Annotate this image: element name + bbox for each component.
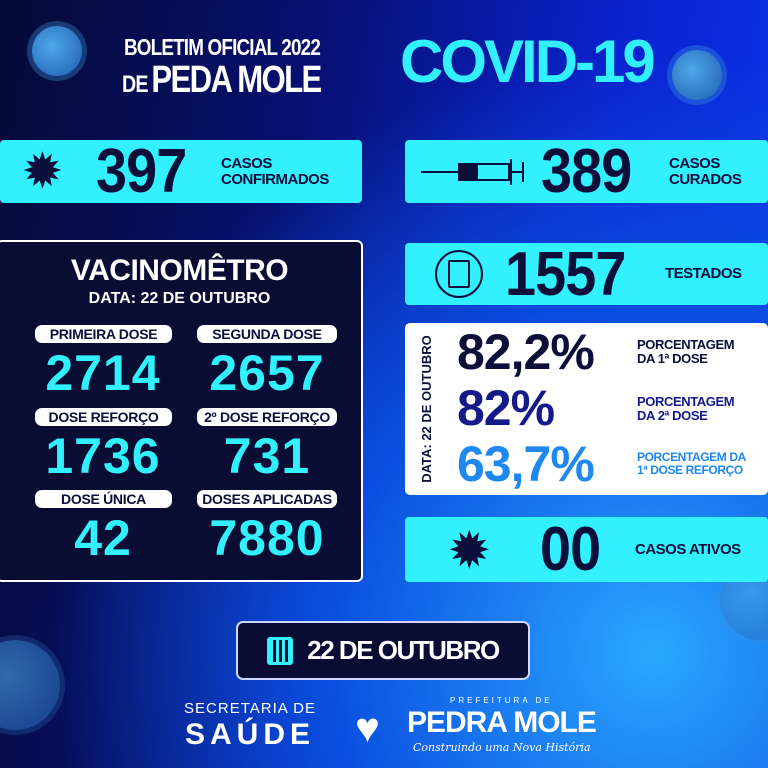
label: PORCENTAGEM: [637, 394, 735, 409]
label: CASOS: [221, 154, 272, 172]
covid-title: COVID-19: [400, 28, 656, 95]
virus-icon: ✹: [24, 147, 61, 196]
virus-icon: ✹: [450, 523, 489, 576]
label: PORCENTAGEM DA: [637, 450, 746, 464]
clipboard-icon: [435, 250, 483, 298]
label: 1ª DOSE REFORÇO: [637, 463, 743, 477]
header-line1: BOLETIM OFICIAL 2022: [124, 34, 363, 60]
confirmed-card: ✹ 397 CASOS CONFIRMADOS: [0, 137, 362, 206]
confirmed-label: CASOS CONFIRMADOS: [221, 154, 329, 188]
label: PORCENTAGEM: [637, 337, 735, 352]
cured-card: 389 CASOS CURADOS: [405, 137, 768, 206]
tested-value-wrap: 1557: [505, 239, 665, 310]
cured-value-wrap: 389: [541, 136, 669, 207]
logo-slogan: Construindo uma Nova História: [413, 741, 591, 754]
first-dose-value: 2714: [45, 345, 161, 401]
pct-booster-label: PORCENTAGEM DA 1ª DOSE REFORÇO: [637, 451, 746, 477]
secretaria-logo: SECRETARIA DE SAÚDE: [180, 700, 320, 752]
cured-value: 389: [541, 137, 632, 206]
label: DA 2ª DOSE: [637, 408, 708, 423]
vacinometro-title: VACINOMÊTRO: [70, 254, 289, 287]
date-label: 22 DE OUTUBRO: [307, 635, 500, 665]
single-dose-value: 42: [74, 510, 132, 566]
calendar-icon: [267, 636, 294, 665]
confirmed-value: 397: [96, 137, 187, 206]
label: CONFIRMADOS: [221, 170, 329, 188]
syringe-icon: [421, 158, 524, 185]
heart-people-icon: ♥: [355, 704, 380, 751]
pill-doses-applied: DOSES APLICADAS: [197, 490, 337, 508]
secretaria-line1: SECRETARIA DE: [184, 700, 316, 717]
header-prefix: DE: [122, 71, 149, 98]
logo-main: PEDRA MOLE: [407, 706, 597, 739]
virus-decoration-icon: [32, 26, 82, 76]
date-button: 22 DE OUTUBRO: [236, 621, 530, 680]
header-town: PEDA MOLE: [151, 59, 322, 101]
second-booster-value: 731: [223, 428, 311, 484]
tested-card: 1557 TESTADOS: [405, 240, 768, 309]
cured-label: CASOS CURADOS: [669, 154, 742, 188]
tested-label: TESTADOS: [665, 265, 742, 282]
pct-first-dose-label: PORCENTAGEM DA 1ª DOSE: [637, 337, 735, 366]
label: CURADOS: [669, 170, 742, 188]
pct-second-dose-label: PORCENTAGEM DA 2ª DOSE: [637, 394, 735, 423]
prefeitura-logo: ♥ PREFEITURA DE PEDRA MOLE Construindo u…: [355, 696, 597, 760]
active-value-wrap: 00: [540, 514, 635, 585]
pill-booster: DOSE REFORÇO: [35, 408, 172, 426]
pct-booster: 63,7%: [457, 436, 595, 492]
label: CASOS: [669, 154, 720, 172]
virus-decoration-icon: [672, 50, 722, 100]
pill-first-dose: PRIMEIRA DOSE: [35, 325, 172, 343]
second-dose-value: 2657: [209, 345, 325, 401]
pct-second-dose: 82%: [457, 380, 555, 436]
pct-first-dose: 82,2%: [457, 324, 595, 380]
doses-applied-value: 7880: [209, 510, 325, 566]
pill-second-dose: SEGUNDA DOSE: [197, 325, 337, 343]
confirmed-value-wrap: 397: [96, 136, 221, 207]
secretaria-line2: SAÚDE: [184, 718, 315, 751]
active-card: ✹ 00 CASOS ATIVOS: [405, 514, 768, 585]
active-label: CASOS ATIVOS: [635, 540, 741, 558]
booster-value: 1736: [45, 428, 161, 484]
active-value: 00: [540, 515, 601, 584]
pill-single-dose: DOSE ÚNICA: [35, 490, 172, 508]
vacinometro-date: DATA: 22 DE OUTUBRO: [88, 290, 271, 307]
percentages-date: DATA: 22 DE OUTUBRO: [419, 335, 434, 483]
pill-second-booster: 2º DOSE REFORÇO: [197, 408, 337, 426]
logo-top: PREFEITURA DE: [450, 696, 553, 705]
header-line1-text: BOLETIM OFICIAL 2022: [124, 34, 321, 60]
virus-decoration-icon: [0, 640, 60, 730]
vacinometro-panel: VACINOMÊTRO DATA: 22 DE OUTUBRO PRIMEIRA…: [0, 240, 363, 582]
percentages-panel: DATA: 22 DE OUTUBRO 82,2% PORCENTAGEM DA …: [405, 323, 768, 495]
tested-value: 1557: [505, 239, 626, 309]
header-line2-text: DE PEDA MOLE: [122, 59, 322, 108]
header-line2: DE PEDA MOLE: [122, 60, 364, 108]
label: DA 1ª DOSE: [637, 351, 708, 366]
